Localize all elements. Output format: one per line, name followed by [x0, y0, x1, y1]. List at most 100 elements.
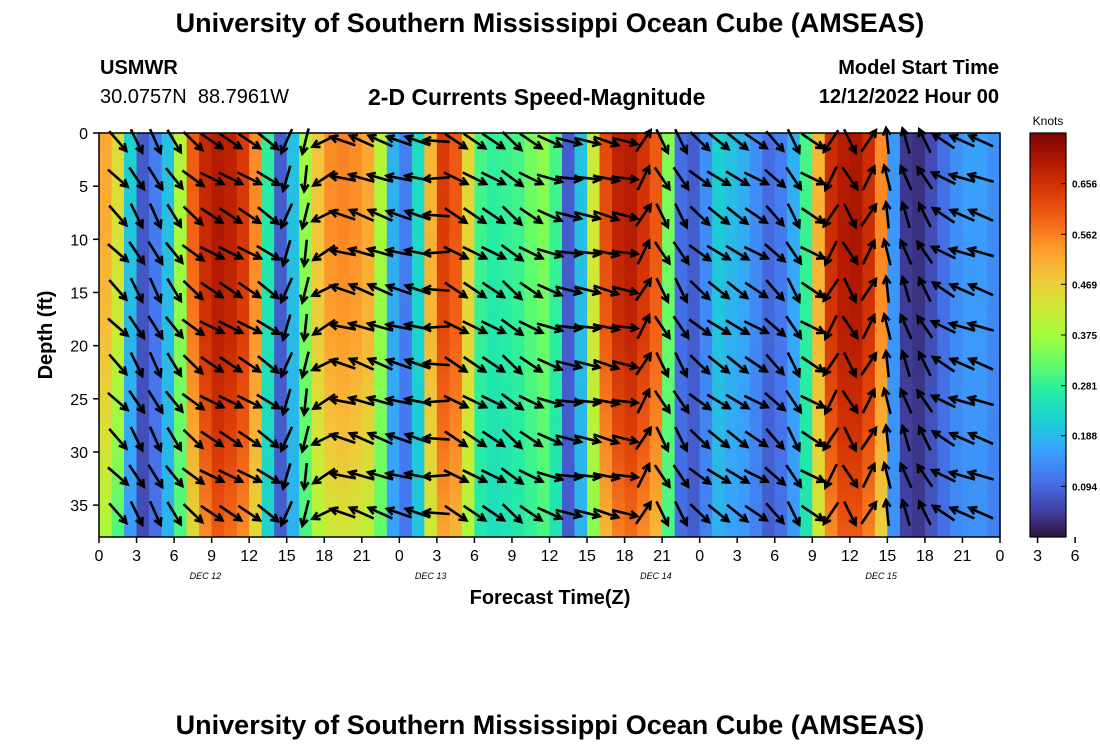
current-vector-arrowhead: [642, 500, 653, 511]
current-vector-arrowhead: [271, 177, 282, 187]
current-vector-arrowhead: [173, 441, 183, 453]
x-tick-label: 9: [207, 548, 216, 565]
current-vector-arrowhead: [279, 442, 289, 454]
current-vector-arrowhead: [269, 290, 281, 300]
current-vector-arrow: [405, 433, 431, 445]
current-vector-arrowhead: [269, 364, 281, 375]
current-vector-arrow: [281, 239, 292, 266]
current-vector-arrowhead: [495, 140, 507, 150]
current-vector-arrowhead: [347, 431, 358, 441]
heatmap-cell: [887, 133, 901, 537]
station-latitude: 30.0757N: [100, 86, 187, 108]
current-vector-arrowhead: [534, 251, 545, 260]
current-vector-arrowhead: [269, 215, 281, 226]
current-vector-arrow: [330, 248, 357, 257]
current-vector-arrow: [592, 174, 619, 182]
current-vector-arrowhead: [366, 431, 377, 441]
x-tick-label: 0: [395, 548, 404, 565]
current-vector-arrow: [950, 506, 975, 520]
current-vector-arrowhead: [930, 206, 941, 216]
current-vector-arrow: [443, 171, 468, 186]
current-vector-arrowhead: [365, 320, 377, 331]
current-vector-arrow: [672, 241, 690, 265]
current-vector-arrowhead: [421, 358, 432, 369]
current-vector-arrowhead: [739, 513, 750, 523]
current-vector-arrowhead: [629, 322, 641, 333]
current-vector-arrowhead: [660, 219, 670, 230]
current-vector-arrow: [901, 425, 911, 452]
current-vector-arrowhead: [791, 367, 801, 379]
current-vector-arrow: [256, 468, 280, 484]
current-vector-arrowhead: [917, 498, 927, 510]
current-vector-arrowhead: [700, 290, 711, 301]
current-vector-arrow: [147, 389, 164, 414]
current-vector-arrow: [764, 466, 786, 486]
current-vector-arrowhead: [916, 239, 926, 250]
current-vector-arrowhead: [898, 312, 909, 324]
current-vector-arrow: [348, 173, 375, 184]
current-vector-arrow: [555, 434, 582, 444]
current-vector-arrow: [688, 392, 711, 411]
current-vector-arrowhead: [118, 217, 129, 228]
current-vector-arrowhead: [740, 400, 751, 410]
current-vector-arrowhead: [609, 510, 621, 520]
current-vector-arrowhead: [758, 214, 770, 225]
current-vector-arrow: [968, 208, 994, 222]
current-vector-arrowhead: [496, 176, 508, 186]
current-vector-arrowhead: [299, 183, 310, 194]
current-vector-arrow: [949, 471, 976, 481]
heatmap-cell: [411, 133, 425, 537]
current-vector-arrow: [932, 281, 956, 299]
current-vector-arrowhead: [214, 214, 225, 225]
current-vector-arrow: [405, 284, 431, 296]
current-vector-arrowhead: [629, 286, 640, 297]
current-vector-arrow: [860, 129, 877, 153]
current-vector-arrow: [916, 389, 934, 413]
current-vector-arrowhead: [740, 177, 751, 187]
current-vector-arrowhead: [823, 181, 833, 193]
current-vector-arrowhead: [930, 355, 941, 365]
current-vector-arrowhead: [311, 401, 322, 411]
current-vector-arrowhead: [477, 363, 488, 374]
current-vector-arrowhead: [966, 394, 977, 405]
current-vector-arrow: [574, 508, 600, 518]
current-vector-arrow: [405, 507, 431, 519]
current-vector-arrow: [368, 432, 393, 446]
current-vector-arrow: [218, 320, 243, 334]
current-vector-arrowhead: [347, 357, 358, 367]
current-vector-arrow: [611, 508, 638, 518]
current-vector-arrowhead: [822, 515, 832, 527]
current-vector-arrow: [537, 134, 562, 148]
x-tick-label: 6: [470, 548, 479, 565]
current-vector-arrowhead: [881, 497, 892, 509]
current-vector-arrowhead: [948, 431, 959, 441]
current-vector-arrowhead: [459, 474, 470, 484]
current-vector-arrow: [129, 352, 144, 377]
current-vector-arrowhead: [641, 164, 651, 175]
y-tick-label: 10: [70, 232, 88, 249]
current-vector-arrow: [573, 473, 601, 479]
current-vector-arrow: [916, 166, 934, 190]
current-vector-arrowhead: [495, 289, 507, 299]
day-label: DEC 13: [415, 571, 447, 581]
current-vector-arrow: [744, 132, 768, 150]
current-vector-arrow: [707, 355, 730, 374]
current-vector-arrowhead: [233, 512, 244, 522]
current-vector-arrowhead: [195, 475, 206, 486]
current-vector-arrowhead: [848, 516, 858, 528]
current-vector-arrowhead: [660, 293, 670, 304]
current-vector-arrow: [312, 318, 336, 336]
current-vector-arrowhead: [280, 257, 290, 268]
current-vector-arrowhead: [173, 516, 183, 527]
current-vector-arrowhead: [496, 474, 508, 484]
current-vector-arrow: [537, 506, 562, 520]
current-vector-arrow: [257, 280, 279, 300]
current-vector-arrow: [593, 507, 619, 519]
current-vector-arrowhead: [720, 364, 731, 375]
current-vector-arrowhead: [929, 319, 941, 329]
current-vector-arrowhead: [346, 394, 358, 405]
x-tick-label: 18: [616, 548, 634, 565]
current-vector-arrowhead: [929, 468, 941, 478]
current-vector-arrowhead: [478, 176, 489, 186]
current-vector-arrow: [518, 245, 543, 260]
